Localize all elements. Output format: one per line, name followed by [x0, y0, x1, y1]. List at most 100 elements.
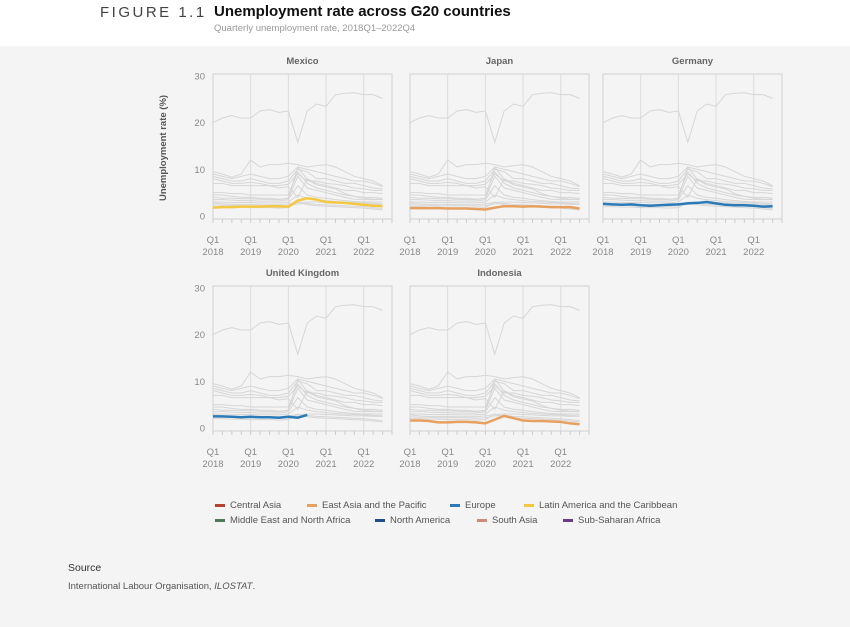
- x-tick-label-quarter: Q1: [517, 447, 530, 458]
- x-tick-label-quarter: Q1: [517, 235, 530, 246]
- legend-swatch: [524, 504, 534, 507]
- background-series-line: [213, 177, 383, 199]
- legend-label: East Asia and the Pacific: [322, 500, 427, 511]
- chart-subtitle: Quarterly unemployment rate, 2018Q1–2022…: [214, 23, 416, 34]
- background-series-line: [213, 194, 383, 205]
- x-tick-label-year: 2018: [399, 459, 420, 470]
- y-tick-label: 0: [200, 424, 205, 435]
- source-heading: Source: [68, 562, 102, 574]
- plot-frame: [409, 285, 590, 432]
- background-series-line: [212, 173, 383, 191]
- background-series-line: [410, 177, 580, 199]
- legend-label: South Asia: [492, 515, 538, 526]
- panel-title: Germany: [672, 56, 714, 67]
- y-tick-label: 30: [194, 284, 205, 295]
- background-series-line: [409, 168, 580, 190]
- x-tick-label-year: 2022: [353, 459, 374, 470]
- background-series-line: [212, 165, 383, 201]
- legend-label: Latin America and the Caribbean: [539, 500, 678, 511]
- background-series-line: [603, 194, 773, 205]
- highlight-series-line: [212, 197, 383, 209]
- background-series-line: [410, 396, 580, 415]
- legend-item: South Asia: [477, 515, 537, 526]
- highlight-series-line: [410, 414, 580, 426]
- background-series-line: [409, 377, 580, 413]
- x-tick-label-year: 2019: [240, 247, 261, 258]
- legend-swatch: [375, 519, 385, 522]
- x-tick-label-year: 2022: [550, 247, 571, 258]
- x-tick-label-year: 2022: [743, 247, 764, 258]
- background-series-line: [212, 385, 383, 403]
- header: FIGURE 1.1 Unemployment rate across G20 …: [0, 0, 850, 46]
- x-tick-label-quarter: Q1: [479, 447, 492, 458]
- legend-swatch: [215, 504, 225, 507]
- x-tick-label-year: 2021: [512, 459, 533, 470]
- legend-label: North America: [390, 515, 451, 526]
- x-tick-label-quarter: Q1: [357, 235, 370, 246]
- x-tick-label-quarter: Q1: [441, 447, 454, 458]
- legend-label: Central Asia: [230, 500, 282, 511]
- background-series-line: [409, 159, 580, 187]
- background-series-line: [602, 165, 773, 201]
- source-database: ILOSTAT: [214, 581, 253, 592]
- panel-title: United Kingdom: [266, 268, 339, 279]
- panel-title: Indonesia: [477, 268, 522, 279]
- x-tick-label-year: 2018: [202, 459, 223, 470]
- source-org: International Labour Organisation,: [68, 581, 215, 592]
- x-tick-label-quarter: Q1: [404, 235, 417, 246]
- background-series-line: [213, 387, 383, 413]
- x-tick-label-year: 2022: [353, 247, 374, 258]
- background-series-line: [410, 184, 580, 203]
- y-tick-label: 20: [194, 118, 205, 129]
- legend-item: Sub-Saharan Africa: [563, 515, 660, 526]
- legend-swatch: [563, 519, 573, 522]
- x-tick-label-quarter: Q1: [357, 447, 370, 458]
- x-tick-label-year: 2019: [240, 459, 261, 470]
- panel-title: Mexico: [286, 56, 318, 67]
- source-text: International Labour Organisation, ILOST…: [68, 581, 255, 592]
- background-series-line: [410, 175, 580, 201]
- panel-united-kingdom: Q12018Q12019Q12020Q12021Q120220102030Uni…: [194, 268, 393, 470]
- x-tick-label-year: 2021: [512, 247, 533, 258]
- background-series-line: [602, 173, 773, 191]
- background-series-line: [603, 177, 773, 199]
- x-tick-label-year: 2021: [315, 247, 336, 258]
- y-tick-label: 20: [194, 330, 205, 341]
- x-tick-label-quarter: Q1: [244, 447, 257, 458]
- plot-frame: [212, 285, 393, 432]
- legend-label: Middle East and North Africa: [230, 515, 351, 526]
- background-series-line: [602, 168, 773, 190]
- background-series-line: [409, 165, 580, 201]
- background-series-line: [409, 92, 580, 144]
- background-series-line: [212, 304, 383, 356]
- x-tick-label-quarter: Q1: [320, 235, 333, 246]
- background-series-line: [409, 380, 580, 402]
- source-end: .: [252, 581, 256, 592]
- x-tick-label-year: 2018: [592, 247, 613, 258]
- background-series-line: [603, 175, 773, 201]
- x-tick-label-quarter: Q1: [479, 235, 492, 246]
- y-axis-label: Unemployment rate (%): [158, 95, 169, 201]
- x-tick-label-quarter: Q1: [282, 447, 295, 458]
- chart-title: Unemployment rate across G20 countries: [214, 3, 511, 20]
- background-series-line: [409, 371, 580, 399]
- y-tick-label: 30: [194, 72, 205, 83]
- x-tick-label-quarter: Q1: [207, 235, 220, 246]
- background-series-line: [212, 371, 383, 399]
- legend-item: East Asia and the Pacific: [307, 500, 427, 511]
- x-tick-label-quarter: Q1: [554, 235, 567, 246]
- background-series-line: [409, 385, 580, 403]
- background-series-line: [213, 184, 383, 203]
- background-series-line: [410, 389, 580, 411]
- background-series-line: [602, 92, 773, 144]
- plot-frame: [602, 73, 783, 220]
- x-tick-label-year: 2021: [315, 459, 336, 470]
- y-tick-label: 10: [194, 165, 205, 176]
- x-tick-label-year: 2021: [705, 247, 726, 258]
- legend-item: Central Asia: [215, 500, 281, 511]
- x-tick-label-year: 2020: [475, 459, 496, 470]
- plot-frame: [212, 73, 393, 220]
